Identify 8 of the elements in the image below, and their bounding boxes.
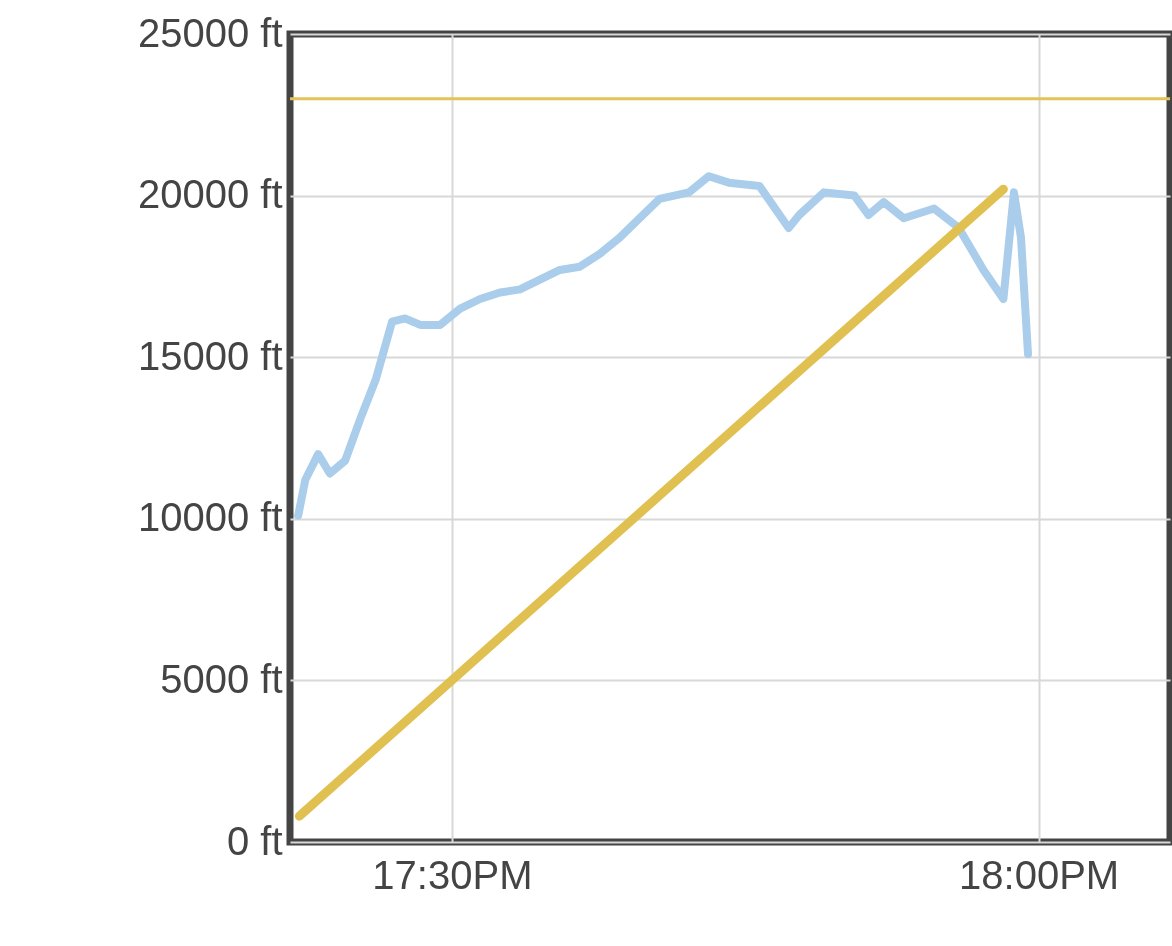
- x-tick-label: 17:30PM: [372, 852, 533, 897]
- y-tick-label: 20000 ft: [137, 172, 283, 217]
- y-tick-label: 25000 ft: [137, 10, 283, 55]
- y-tick-label: 5000 ft: [160, 656, 283, 701]
- y-tick-label: 15000 ft: [137, 333, 283, 378]
- y-tick-label: 0 ft: [226, 818, 283, 863]
- y-tick-label: 10000 ft: [137, 495, 283, 540]
- x-tick-label: 18:00PM: [959, 852, 1120, 897]
